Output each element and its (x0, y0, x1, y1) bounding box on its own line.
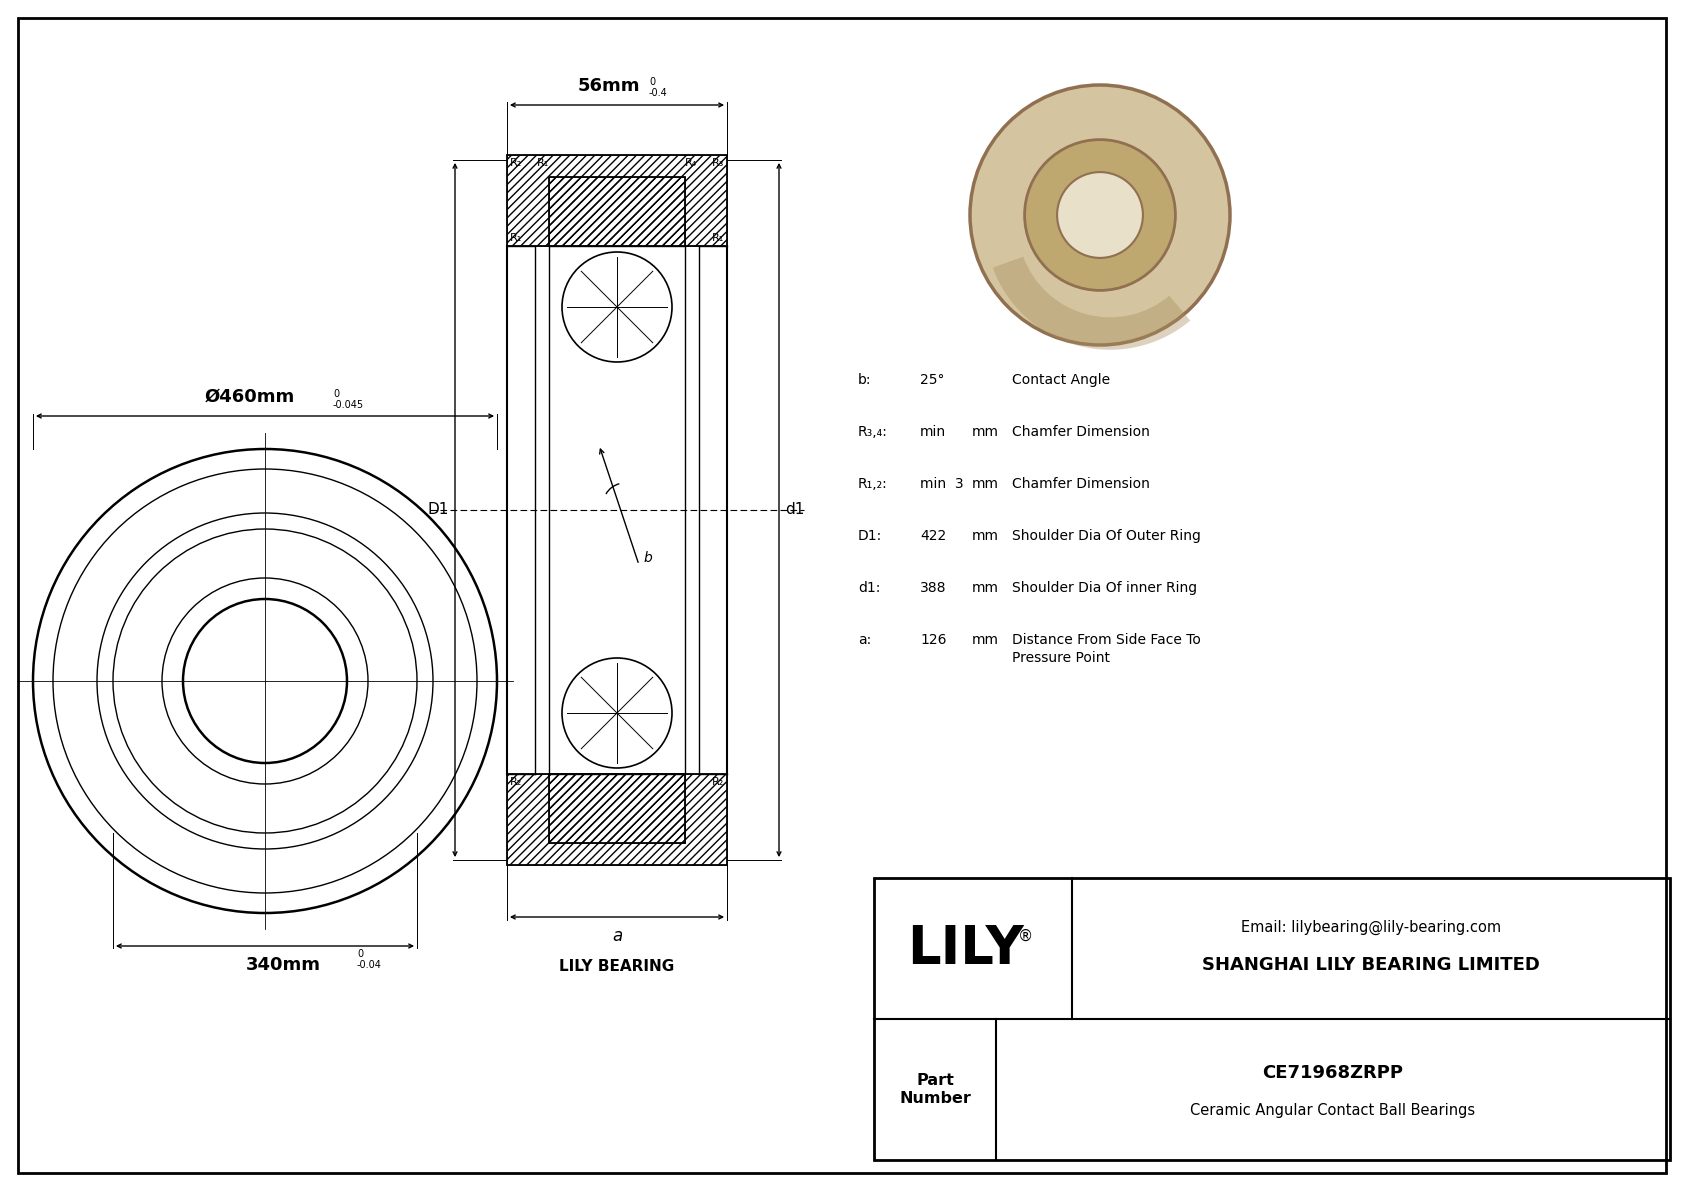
Text: 25°: 25° (919, 373, 945, 387)
Text: Shoulder Dia Of inner Ring: Shoulder Dia Of inner Ring (1012, 581, 1197, 596)
Text: R₂: R₂ (712, 777, 724, 787)
Text: mm: mm (972, 425, 999, 439)
Bar (549, 774, 685, 843)
Wedge shape (994, 256, 1191, 350)
Text: CE71968ZRPP: CE71968ZRPP (1263, 1064, 1403, 1081)
Text: 56mm: 56mm (578, 77, 640, 95)
Text: -0.045: -0.045 (333, 400, 364, 410)
Text: d1:: d1: (859, 581, 881, 596)
Text: 0: 0 (357, 949, 364, 959)
Text: min: min (919, 425, 946, 439)
Text: LILY: LILY (906, 923, 1024, 974)
Text: Distance From Side Face To: Distance From Side Face To (1012, 632, 1201, 647)
Text: mm: mm (972, 632, 999, 647)
Text: Part
Number: Part Number (899, 1073, 972, 1105)
Circle shape (1058, 173, 1143, 258)
Text: Chamfer Dimension: Chamfer Dimension (1012, 425, 1150, 439)
Text: 340mm: 340mm (246, 956, 320, 974)
Text: Ceramic Angular Contact Ball Bearings: Ceramic Angular Contact Ball Bearings (1191, 1103, 1475, 1118)
Text: R₁: R₁ (537, 158, 549, 168)
Text: ®: ® (1017, 929, 1032, 944)
Text: mm: mm (972, 529, 999, 543)
Bar (507, 155, 727, 247)
Circle shape (1024, 139, 1175, 291)
Text: a: a (611, 927, 621, 944)
Bar (549, 774, 685, 843)
Text: Email: lilybearing@lily-bearing.com: Email: lilybearing@lily-bearing.com (1241, 919, 1500, 935)
Bar (549, 177, 685, 247)
Text: D1: D1 (428, 503, 450, 518)
Text: Contact Angle: Contact Angle (1012, 373, 1110, 387)
Text: Shoulder Dia Of Outer Ring: Shoulder Dia Of Outer Ring (1012, 529, 1201, 543)
Text: Ø460mm: Ø460mm (205, 388, 295, 406)
Bar (507, 155, 727, 247)
Text: R₄: R₄ (685, 158, 697, 168)
Bar (507, 774, 727, 865)
Text: b: b (643, 551, 652, 565)
Circle shape (970, 85, 1229, 345)
Text: R₃,₄:: R₃,₄: (859, 425, 887, 439)
Text: d1: d1 (785, 503, 805, 518)
Text: b:: b: (859, 373, 872, 387)
Text: LILY BEARING: LILY BEARING (559, 959, 675, 974)
Bar (549, 177, 685, 247)
Text: R₃: R₃ (712, 158, 724, 168)
Text: R₁: R₁ (712, 233, 724, 243)
Text: a:: a: (859, 632, 871, 647)
Text: 0: 0 (333, 389, 338, 399)
Text: Pressure Point: Pressure Point (1012, 651, 1110, 665)
Text: mm: mm (972, 478, 999, 491)
Text: 126: 126 (919, 632, 946, 647)
Text: D1:: D1: (859, 529, 882, 543)
Text: mm: mm (972, 581, 999, 596)
Circle shape (562, 657, 672, 768)
Text: -0.04: -0.04 (357, 960, 382, 969)
Text: 422: 422 (919, 529, 946, 543)
Text: Chamfer Dimension: Chamfer Dimension (1012, 478, 1150, 491)
Text: R₁,₂:: R₁,₂: (859, 478, 887, 491)
Text: R₂: R₂ (510, 777, 522, 787)
Bar (507, 774, 727, 865)
Text: -0.4: -0.4 (648, 88, 669, 98)
Bar (874, 878, 1671, 1160)
Text: 388: 388 (919, 581, 946, 596)
Text: SHANGHAI LILY BEARING LIMITED: SHANGHAI LILY BEARING LIMITED (1202, 956, 1539, 974)
Text: min  3: min 3 (919, 478, 963, 491)
Circle shape (562, 252, 672, 362)
Text: R₁: R₁ (510, 233, 522, 243)
Text: R₂: R₂ (510, 158, 522, 168)
Text: 0: 0 (648, 77, 655, 87)
